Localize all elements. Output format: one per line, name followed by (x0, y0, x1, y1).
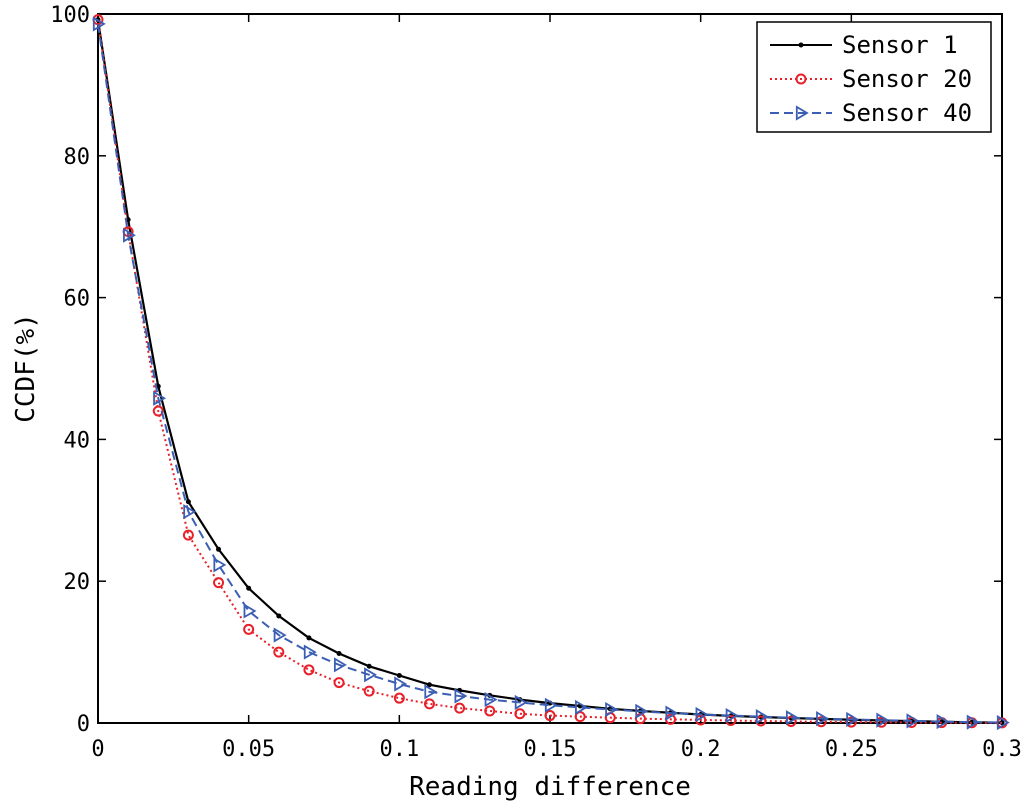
data-point (366, 663, 372, 669)
data-point (363, 685, 375, 697)
data-point (424, 684, 438, 700)
data-point (152, 405, 164, 417)
data-point (484, 692, 498, 708)
data-point (333, 677, 345, 689)
legend-entry-label: Sensor 40 (842, 99, 972, 127)
data-point (306, 635, 312, 641)
data-point (246, 585, 252, 591)
data-point (333, 657, 347, 673)
data-point (273, 646, 285, 658)
data-point (213, 557, 227, 573)
data-point (454, 688, 468, 704)
data-point (393, 692, 405, 704)
data-point (183, 504, 197, 520)
series-sensor-40 (92, 16, 1010, 731)
legend-marker (798, 42, 804, 48)
y-tick-label: 80 (64, 145, 91, 170)
y-tick-label: 0 (77, 712, 90, 737)
y-tick-label: 20 (64, 570, 91, 595)
data-point (364, 667, 377, 683)
x-tick-label: 0.1 (379, 737, 419, 762)
legend-marker (795, 105, 809, 121)
legend-marker (795, 73, 807, 85)
x-tick-label: 0.15 (524, 737, 577, 762)
data-point (303, 664, 315, 676)
data-point (426, 682, 432, 688)
data-point (605, 701, 619, 718)
x-tick-label: 0.2 (681, 737, 721, 762)
data-point (755, 709, 769, 725)
data-point (785, 710, 799, 726)
data-point (243, 603, 257, 619)
data-point (575, 699, 588, 715)
data-point (966, 714, 980, 730)
data-point (514, 708, 526, 720)
data-point (454, 702, 466, 714)
y-tick-label: 100 (50, 3, 90, 28)
series-line (97, 23, 1003, 724)
x-axis-label: Reading difference (409, 772, 691, 802)
data-point (635, 703, 649, 719)
data-point (394, 676, 408, 692)
data-point (574, 711, 586, 723)
data-point (999, 720, 1005, 726)
legend-entry-label: Sensor 20 (842, 65, 972, 93)
data-point (695, 706, 709, 723)
data-point (153, 390, 167, 406)
series-layer (92, 14, 1010, 731)
data-point (216, 546, 222, 552)
data-point (816, 711, 829, 727)
data-point (273, 627, 287, 643)
y-axis-label: CCDF(%) (11, 313, 41, 423)
x-tick-label: 0.05 (222, 737, 275, 762)
x-tick-label: 0 (91, 737, 104, 762)
data-point (936, 714, 950, 730)
data-point (846, 711, 860, 728)
data-point (276, 613, 282, 619)
data-point (906, 713, 920, 729)
legend-entry-label: Sensor 1 (842, 31, 958, 59)
y-tick-label: 40 (64, 428, 91, 453)
data-point (665, 705, 679, 721)
data-point (303, 644, 317, 660)
data-point (336, 651, 342, 657)
data-point (725, 707, 739, 724)
data-point (514, 694, 528, 711)
legend: Sensor 1 Sensor 20 Sensor 40 (756, 21, 992, 133)
x-tick-label: 0.3 (982, 737, 1022, 762)
data-point (243, 623, 255, 635)
data-point (185, 499, 191, 505)
data-point (123, 227, 136, 243)
data-point (544, 697, 558, 713)
data-point (544, 710, 556, 722)
data-point (213, 577, 225, 589)
data-point (876, 712, 890, 728)
data-point (182, 529, 194, 541)
y-tick-label: 60 (64, 287, 91, 312)
data-point (423, 698, 435, 710)
data-point (92, 16, 106, 32)
x-tick-label: 0.25 (825, 737, 878, 762)
data-point (484, 705, 496, 717)
data-point (996, 715, 1010, 731)
axis-ticks: 0 0.05 0.1 0.15 0.2 0.25 0.3 0 20 40 60 80 100 (50, 3, 1022, 762)
data-point (396, 672, 402, 678)
